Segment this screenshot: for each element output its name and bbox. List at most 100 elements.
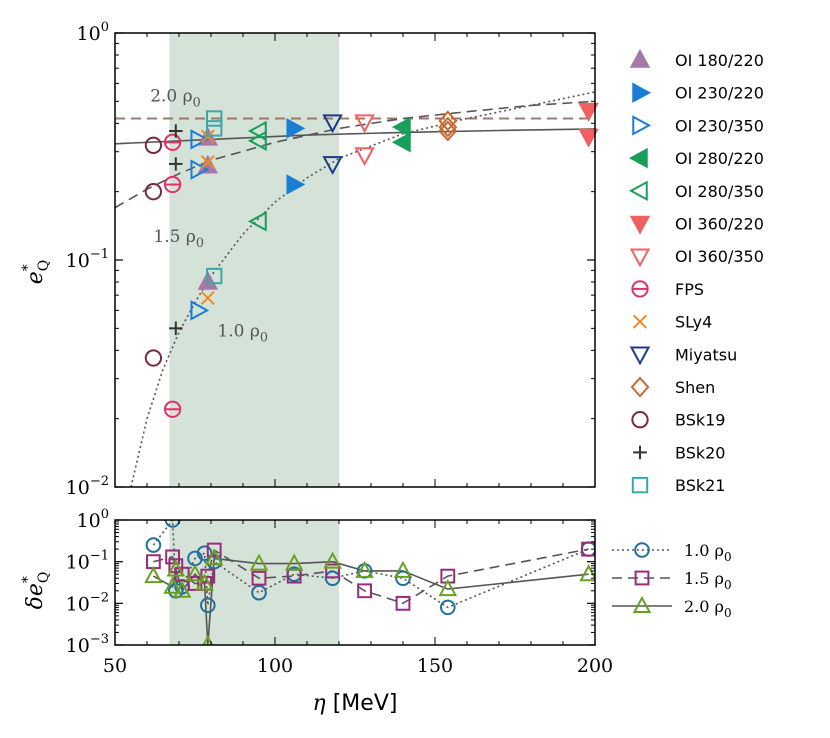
point-2-0-rho0 [195,573,214,591]
point-bsk21 [206,120,223,137]
point-1-0-rho0 [145,537,162,553]
point-2-0-rho0 [185,564,205,582]
point-1-0-rho0 [251,584,267,601]
legend-marker-shen [630,376,650,398]
bottom-plot-frame [114,519,596,646]
legend-label-oi-280-220: OI 280/220 [675,149,764,168]
y-tick-label: 10−2 [66,590,109,615]
top-panel: 100 10−1 10−2 2.0 ρ0 1.5 ρ0 1.0 ρ0 e*Q OI 18… [20,20,764,499]
point-2-0-rho0 [579,564,595,582]
point-1-5-rho0 [357,583,373,599]
point-fps [163,175,182,194]
point-bsk20 [169,321,183,336]
legend-marker-sly4 [632,314,648,329]
legend-marker-oi-180-220 [629,48,651,68]
legend-label-bsk19: BSk19 [675,411,725,430]
point-1-5-rho0 [395,595,411,611]
top-annotations: 2.0 ρ0 1.5 ρ0 1.0 ρ0 [150,86,268,345]
point-1-5-rho0 [206,542,222,558]
legend-entry-oi-360-220: OI 360/220 [629,215,764,235]
legend-marker-2-0-rho0 [632,595,652,613]
legend-entry-miyatsu: Miyatsu [629,345,737,366]
point-1-5-rho0 [165,549,180,565]
legend-label-miyatsu: Miyatsu [675,345,737,364]
point-bsk21 [206,267,223,285]
annotation-2-0-rho0: 2.0 ρ0 [150,86,201,110]
reference-line-2-0-fit [115,128,595,145]
point-oi-230-350 [190,159,210,180]
reference-line-1-5-fit [115,100,595,209]
legend-entry-oi-180-220: OI 180/220 [629,48,764,70]
legend-marker-oi-360-350 [629,248,651,268]
point-bsk19 [144,183,163,201]
point-2-0-rho0 [249,553,269,571]
point-1-5-rho0 [251,570,267,586]
x-tick-label: 200 [577,655,613,677]
legend-label-bsk21: BSk21 [675,476,725,495]
legend-label-oi-280-350: OI 280/350 [675,182,764,201]
legend-label-2-0-rho0: 2.0 ρ0 [684,597,732,620]
point-2-0-rho0 [438,578,458,597]
point-oi-280-220 [391,116,411,138]
legend-label-oi-180-220: OI 180/220 [675,51,764,70]
legend-label-oi-360-220: OI 360/220 [675,215,764,234]
bottom-y-axis-label: δe*Q [20,572,52,610]
point-2-0-rho0 [166,559,186,577]
legend-label-oi-230-350: OI 230/350 [675,116,764,135]
legend-marker-bsk20 [633,445,647,460]
legend-label-1-0-rho0: 1.0 ρ0 [684,541,732,564]
y-tick-label: 10−3 [66,632,109,657]
top-y-axis-label: e*Q [20,260,52,285]
point-1-0-rho0 [395,570,411,587]
annotation-1-0-rho0: 1.0 ρ0 [217,322,268,346]
point-shen [438,116,458,138]
legend-entry-bsk20: BSk20 [633,443,725,462]
point-2-0-rho0 [323,551,342,569]
point-oi-360-220 [578,102,599,122]
y-tick-label: 10−1 [66,549,109,574]
point-oi-230-350 [190,300,210,321]
point-oi-280-220 [391,132,411,153]
legend-marker-bsk19 [631,411,649,429]
y-tick-label: 100 [77,507,109,532]
point-2-0-rho0 [204,548,224,566]
top-legend: OI 180/220 OI 230/220 OI 230/350 OI 280/220… [628,48,764,495]
x-tick-label: 100 [257,655,293,677]
legend-entry-oi-280-350: OI 280/350 [628,180,764,202]
y-tick-label: 10−2 [66,474,109,499]
point-oi-230-220 [286,118,306,139]
y-axis-label-text: δe*Q [20,572,52,610]
bottom-legend: 1.0 ρ0 1.5 ρ0 2.0 ρ0 [612,541,732,620]
legend-entry-shen: Shen [630,376,715,398]
point-fps [163,400,182,418]
x-axis-label-text: η [MeV] [313,691,398,716]
point-oi-230-350 [190,129,210,150]
legend-label-oi-360-350: OI 360/350 [675,247,764,266]
point-oi-230-220 [286,174,306,195]
point-bsk20 [169,124,183,138]
legend-entry-bsk21: BSk21 [631,476,725,495]
legend-marker-oi-360-220 [629,215,651,235]
bottom-data-marks [144,520,595,645]
y-tick-label: 10−1 [66,247,109,272]
point-2-0-rho0 [202,634,214,645]
point-oi-280-350 [247,130,267,152]
point-bsk20 [169,157,183,171]
point-oi-360-350 [354,114,375,134]
y-tick-label: 100 [77,20,109,45]
legend-label-bsk20: BSk20 [675,443,725,462]
point-shen [438,120,458,142]
point-miyatsu [322,156,343,176]
point-1-0-rho0 [200,597,216,614]
point-1-5-rho0 [325,563,341,579]
legend-entry-oi-230-220: OI 230/220 [632,82,764,103]
point-shen [438,110,458,132]
point-2-0-rho0 [284,553,304,571]
point-1-0-rho0 [196,545,213,561]
legend-entry-oi-360-350: OI 360/350 [629,247,764,268]
point-sly4 [200,155,215,170]
legend-marker-miyatsu [629,346,651,366]
point-oi-360-350 [354,147,375,167]
top-axis-ticks: 100 10−1 10−2 [66,20,596,499]
point-oi-280-350 [247,211,267,232]
